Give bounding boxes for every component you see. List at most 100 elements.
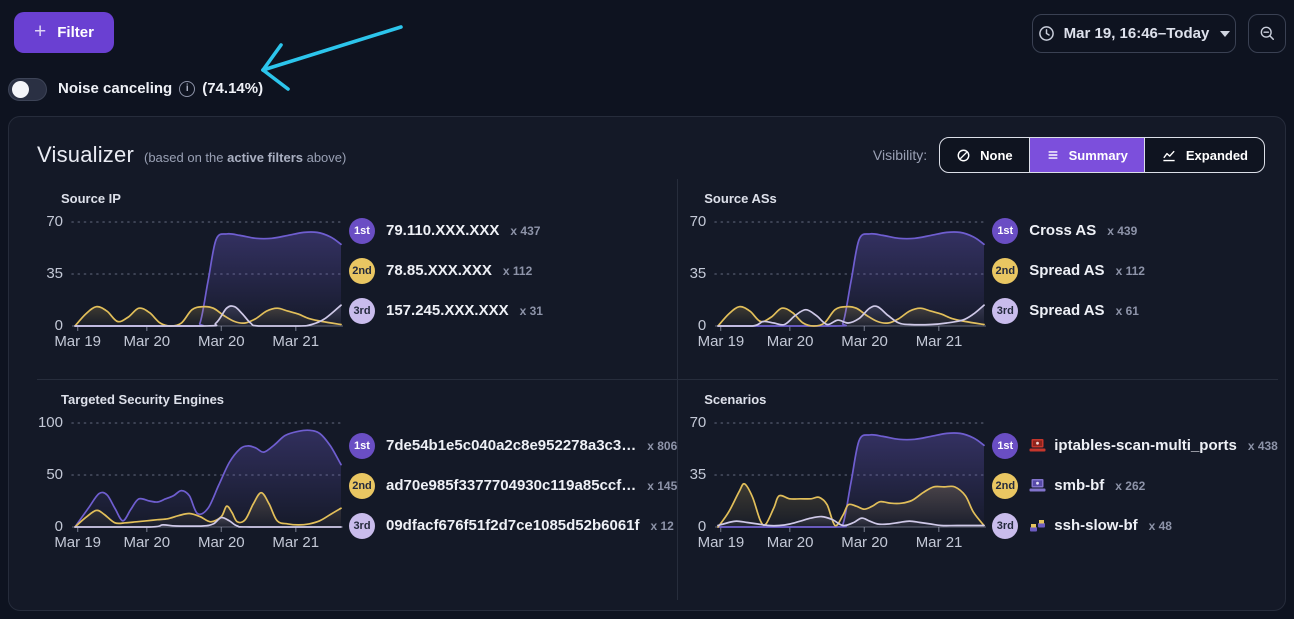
chevron-down-icon (1220, 30, 1231, 37)
noise-canceling-toggle[interactable] (8, 78, 47, 101)
legend-row[interactable]: 1st iptables-scan-multi_ports x 438 (992, 432, 1278, 459)
panel-subtitle: (based on the active filters above) (143, 150, 347, 165)
rank-badge: 1st (349, 432, 375, 459)
clock-icon (1038, 26, 1054, 41)
zoom-out-search-button[interactable] (1248, 14, 1286, 53)
rank-badge: 3rd (992, 512, 1019, 539)
line-chart-icon (1163, 150, 1175, 161)
source-ass-legend: 1st Cross AS x 439 2nd Spread AS x 112 3… (992, 189, 1278, 379)
scenarios-legend: 1st iptables-scan-multi_ports x 438 2nd (992, 390, 1278, 600)
visibility-option-none[interactable]: None (940, 138, 1029, 172)
x-tick-label: Mar 20 (123, 333, 171, 350)
security-engines-legend: 1st 7de54b1e5c040a2c8e952278a3c3… x 806 … (349, 390, 677, 600)
x-tick-label: Mar 20 (766, 534, 814, 551)
page-title: Visualizer (37, 142, 134, 167)
source-ip-chart: Source IP 0 35 70 Mar 19 Mar 20 Mar 20 Mar 21 (37, 189, 349, 379)
x-tick-label: Mar 19 (54, 333, 101, 350)
legend-row[interactable]: 2nd smb-bf x 262 (992, 472, 1278, 499)
chart-title: Targeted Security Engines (61, 392, 225, 407)
legend-row[interactable]: 3rd Spread AS x 61 (992, 297, 1278, 324)
rank-badge: 2nd (349, 257, 375, 284)
visualizer-panel: Visualizer (based on the active filters … (8, 116, 1286, 611)
noise-canceling-label: Noise canceling (58, 80, 173, 97)
noise-canceling-row: Noise canceling i (74.14%) (58, 80, 263, 97)
visibility-segmented-control: None Summary (939, 137, 1265, 173)
visibility-option-expanded[interactable]: Expanded (1143, 138, 1264, 172)
date-range-label: Mar 19, 16:46–Today (1063, 25, 1210, 42)
y-tick-label: 0 (697, 518, 707, 535)
x-tick-label: Mar 19 (697, 534, 745, 551)
quadrant-scenarios: Scenarios 0 35 70 Mar 19 Mar 20 Mar 20 Mar 21… (677, 379, 1278, 600)
rank-badge: 1st (349, 217, 375, 244)
security-engines-chart: Targeted Security Engines 0 50 100 Mar 19 M… (37, 390, 349, 600)
source-ass-chart: Source ASs 0 35 70 Mar 19 Mar 20 Mar 20 Mar 2… (680, 189, 992, 379)
y-tick-label: 70 (689, 213, 707, 230)
x-axis-labels: Mar 19 Mar 20 Mar 20 Mar 21 (698, 534, 988, 552)
rank-badge: 2nd (992, 257, 1019, 284)
chart-title: Source IP (61, 191, 121, 206)
x-axis-labels: Mar 19 Mar 20 Mar 20 Mar 21 (54, 333, 345, 351)
legend-row[interactable]: 1st 79.110.XXX.XXX x 437 (349, 217, 677, 244)
legend-row[interactable]: 2nd ad70e985f3377704930c119a85ccf… x 145 (349, 472, 677, 499)
x-axis-labels: Mar 19 Mar 20 Mar 20 Mar 21 (54, 534, 345, 552)
x-tick-label: Mar 20 (197, 333, 245, 350)
y-tick-label: 50 (46, 466, 63, 483)
plus-icon: + (34, 20, 47, 43)
x-tick-label: Mar 21 (915, 333, 963, 350)
filter-button[interactable]: + Filter (14, 12, 114, 53)
y-axis-labels: 0 35 70 (35, 210, 65, 334)
y-tick-label: 0 (54, 518, 63, 535)
rank-badge: 1st (992, 432, 1019, 459)
x-tick-label: Mar 20 (197, 534, 245, 551)
legend-row[interactable]: 2nd Spread AS x 112 (992, 257, 1278, 284)
legend-row[interactable]: 3rd ssh-slow-bf x 48 (992, 512, 1278, 539)
quadrant-source-ip: Source IP 0 35 70 Mar 19 Mar 20 Mar 20 Mar 21… (37, 179, 677, 379)
visibility-option-summary[interactable]: Summary (1028, 138, 1144, 172)
slashed-circle-icon (957, 149, 970, 161)
source-ip-legend: 1st 79.110.XXX.XXX x 437 2nd 78.85.XXX.X… (349, 189, 677, 379)
x-axis-labels: Mar 19 Mar 20 Mar 20 Mar 21 (698, 333, 988, 351)
x-tick-label: Mar 21 (272, 534, 320, 551)
area-chart-svg (71, 422, 344, 532)
x-tick-label: Mar 20 (841, 534, 888, 551)
filter-button-label: Filter (57, 24, 94, 41)
legend-row[interactable]: 1st 7de54b1e5c040a2c8e952278a3c3… x 806 (349, 432, 677, 459)
y-tick-label: 70 (46, 213, 63, 230)
boots-purple-icon (1030, 520, 1046, 532)
area-chart-svg (71, 221, 344, 331)
x-tick-label: Mar 20 (841, 333, 888, 350)
chart-title: Scenarios (704, 392, 767, 407)
y-tick-label: 0 (697, 317, 707, 334)
noise-canceling-value: (74.14%) (202, 80, 264, 97)
info-icon[interactable]: i (179, 80, 196, 97)
date-range-button[interactable]: Mar 19, 16:46–Today (1032, 14, 1236, 53)
x-tick-label: Mar 20 (123, 534, 171, 551)
legend-row[interactable]: 3rd 09dfacf676f51f2d7ce1085d52b6061f x 1… (349, 512, 677, 539)
laptop-red-icon (1029, 439, 1046, 452)
visibility-label: Visibility: (872, 147, 928, 163)
toggle-knob (12, 81, 29, 98)
rank-badge: 3rd (349, 512, 375, 539)
y-axis-labels: 0 35 70 (678, 411, 708, 535)
rank-badge: 2nd (992, 472, 1019, 499)
legend-row[interactable]: 1st Cross AS x 439 (992, 217, 1278, 244)
area-chart-svg (714, 221, 988, 331)
chart-grid: Source IP 0 35 70 Mar 19 Mar 20 Mar 20 Mar 21… (37, 179, 1278, 600)
y-tick-label: 0 (54, 317, 63, 334)
chart-title: Source ASs (704, 191, 777, 206)
rank-badge: 3rd (992, 297, 1019, 324)
x-tick-label: Mar 19 (697, 333, 745, 350)
list-lines-icon (1048, 151, 1057, 159)
x-tick-label: Mar 19 (54, 534, 101, 551)
quadrant-security-engines: Targeted Security Engines 0 50 100 Mar 19 M… (37, 379, 678, 600)
legend-row[interactable]: 2nd 78.85.XXX.XXX x 112 (349, 257, 677, 284)
y-tick-label: 70 (689, 414, 707, 431)
rank-badge: 3rd (349, 297, 375, 324)
area-chart-svg (714, 422, 988, 532)
legend-row[interactable]: 3rd 157.245.XXX.XXX x 31 (349, 297, 677, 324)
y-axis-labels: 0 35 70 (678, 210, 708, 334)
rank-badge: 2nd (349, 472, 375, 499)
panel-header: Visualizer (based on the active filters … (9, 117, 1285, 173)
y-tick-label: 35 (46, 265, 63, 282)
